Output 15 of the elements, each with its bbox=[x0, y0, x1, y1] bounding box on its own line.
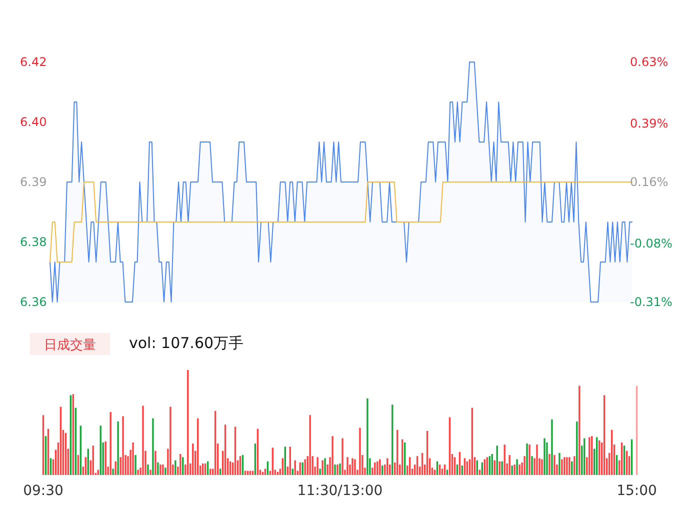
x-tick-label: 11:30/13:00 bbox=[297, 483, 383, 499]
y2-tick-label: -0.08% bbox=[630, 236, 672, 250]
y-tick-label: 6.36 bbox=[20, 295, 47, 309]
y2-tick-label: -0.31% bbox=[630, 295, 672, 309]
x-tick-label: 15:00 bbox=[616, 483, 657, 499]
y2-tick-label: 0.63% bbox=[630, 55, 668, 69]
chart-title: 日成交量 bbox=[44, 337, 96, 353]
chart-subtitle: vol: 107.60万手 bbox=[129, 334, 244, 352]
y-tick-label: 6.38 bbox=[20, 235, 47, 249]
y-tick-label: 6.39 bbox=[20, 175, 47, 189]
y-tick-label: 6.42 bbox=[20, 55, 47, 69]
x-tick-label: 09:30 bbox=[23, 483, 64, 499]
y2-tick-label: 0.16% bbox=[630, 175, 668, 189]
y-tick-label: 6.40 bbox=[20, 115, 47, 129]
y2-tick-label: 0.39% bbox=[630, 116, 668, 130]
